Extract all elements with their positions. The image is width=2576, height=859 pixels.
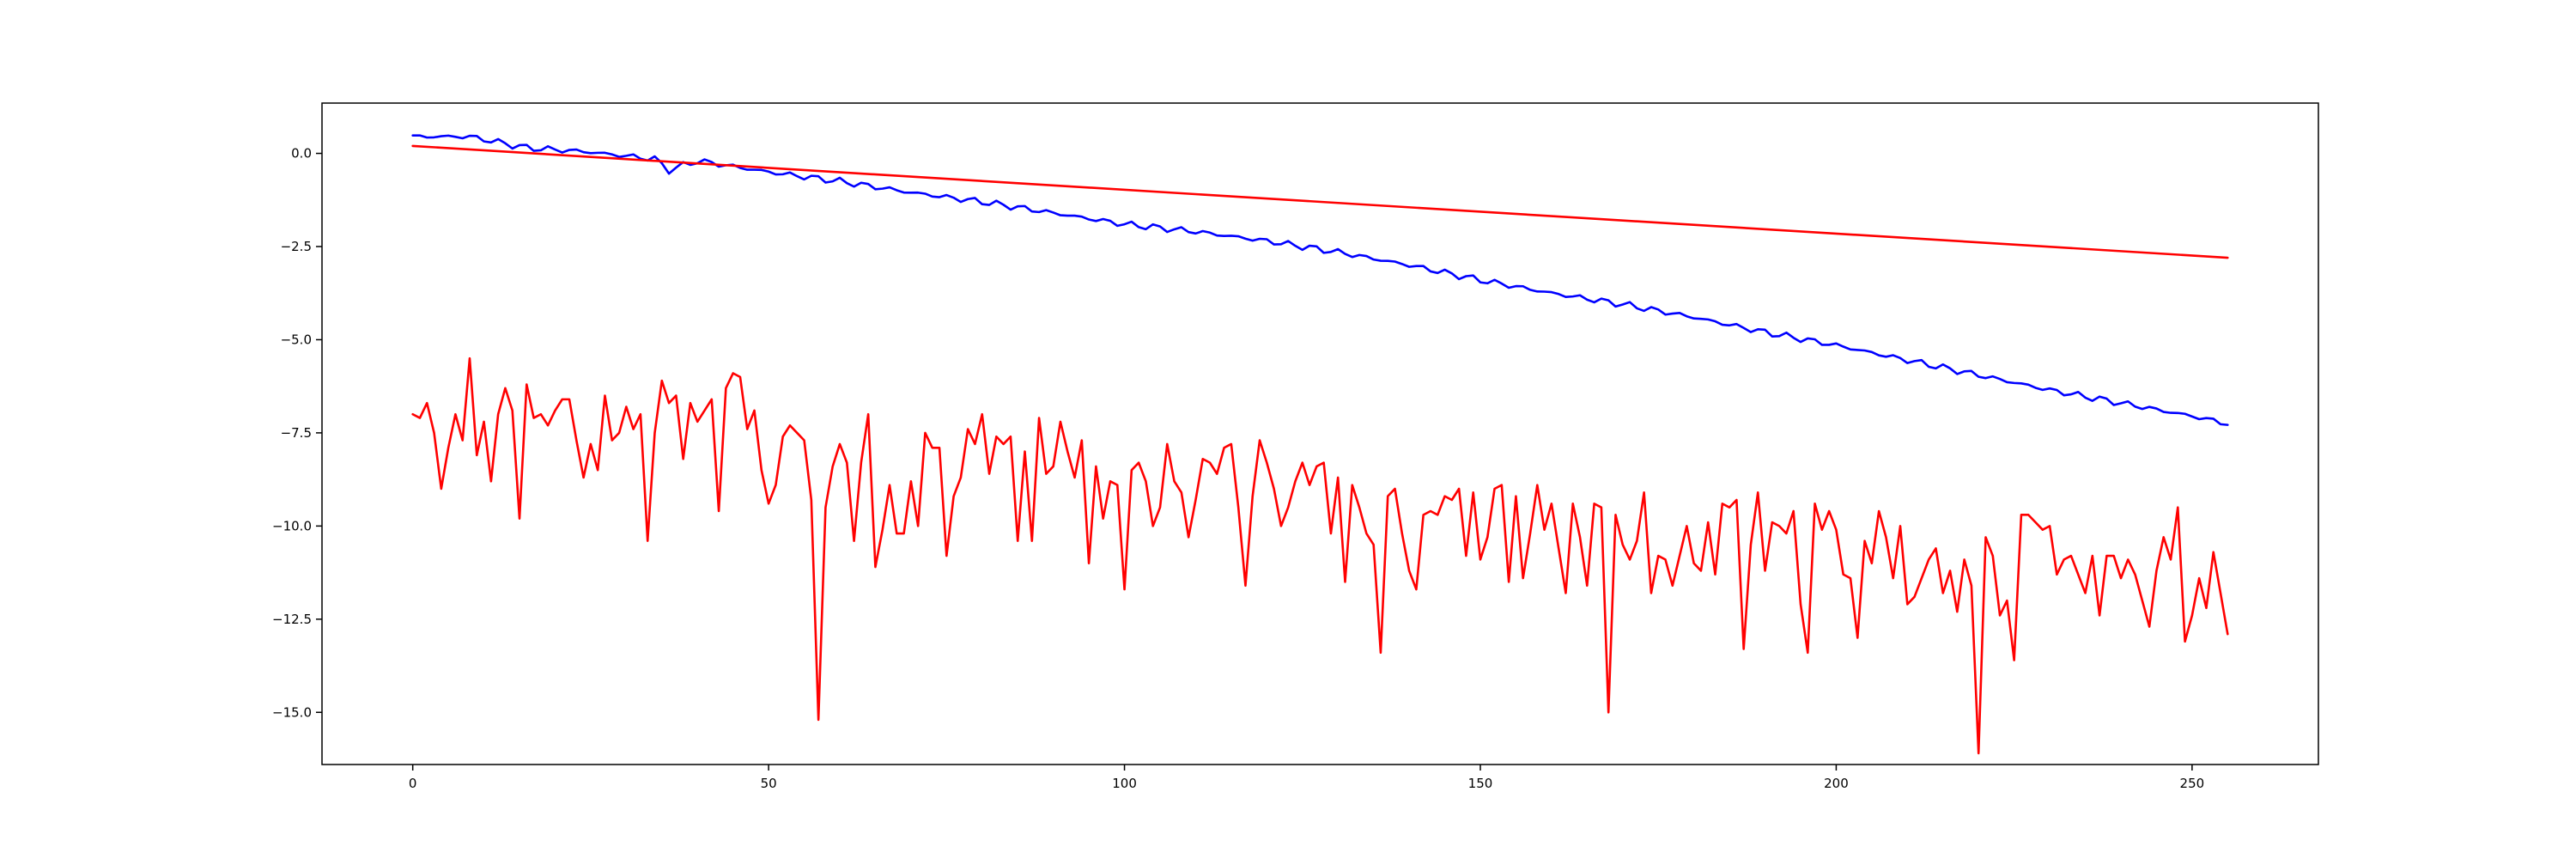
x-tick-label: 0	[409, 776, 417, 791]
y-tick-label: −15.0	[272, 704, 312, 720]
x-tick-label: 50	[761, 776, 777, 791]
plot-area-frame	[321, 102, 2319, 765]
series-line-3	[411, 356, 2229, 755]
y-tick-label: −12.5	[272, 612, 312, 627]
x-tick-label: 100	[1112, 776, 1137, 791]
y-tick-label: −5.0	[281, 332, 312, 347]
y-tick-label: 0.0	[291, 146, 312, 161]
x-tick-label: 150	[1468, 776, 1493, 791]
series-layer	[411, 134, 2229, 755]
series-line-2	[411, 144, 2229, 259]
y-tick-label: −10.0	[272, 518, 312, 533]
axes-layer: 0 50 100 150 200 250 0.0 −2.5 −5.0 −7.5 −10.0 −12.5…	[272, 146, 2204, 791]
x-tick-label: 250	[2180, 776, 2205, 791]
y-tick-label: −2.5	[281, 239, 312, 254]
x-tick-label: 200	[1824, 776, 1849, 791]
y-tick-label: −7.5	[281, 425, 312, 441]
